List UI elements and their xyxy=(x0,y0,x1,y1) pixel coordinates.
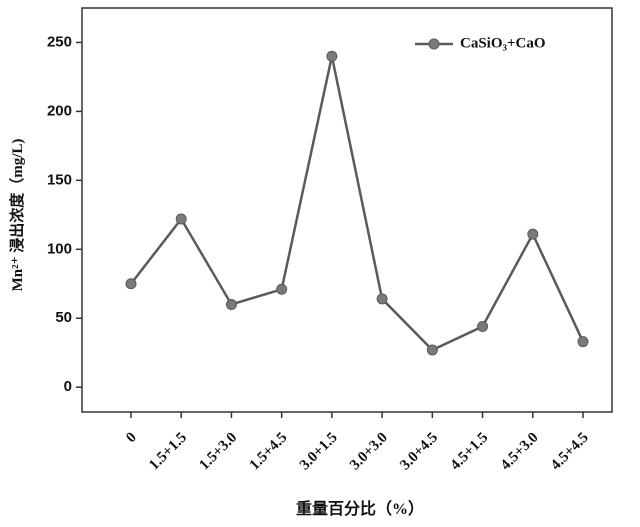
marker xyxy=(225,298,237,310)
y-tick-label: 50 xyxy=(55,309,72,326)
y-axis-label: Mn²⁺ 浸出浓度（mg/L) xyxy=(8,139,26,292)
x-tick-label: 1.5+1.5 xyxy=(146,430,190,474)
marker xyxy=(175,213,187,225)
x-tick-label: 1.5+4.5 xyxy=(247,430,291,474)
y-tick-label: 200 xyxy=(47,102,72,119)
line xyxy=(130,55,585,352)
marker xyxy=(125,278,137,290)
x-tick-label: 1.5+3.0 xyxy=(196,430,240,474)
marker xyxy=(376,293,388,305)
x-axis-label: 重量百分比（%） xyxy=(296,499,424,518)
marker xyxy=(577,336,589,348)
x-tick-label: 4.5+3.0 xyxy=(498,430,542,474)
y-tick-label: 150 xyxy=(47,171,72,188)
x-tick-label: 3.0+3.0 xyxy=(347,430,391,474)
marker xyxy=(276,283,288,295)
x-tick-label: 3.0+1.5 xyxy=(297,430,341,474)
y-tick-label: 0 xyxy=(64,378,72,395)
x-tick-label: 4.5+1.5 xyxy=(447,430,491,474)
y-tick-label: 100 xyxy=(47,240,72,257)
x-tick-label: 4.5+4.5 xyxy=(548,430,592,474)
plot-frame xyxy=(81,7,613,413)
x-tick-label: 0 xyxy=(123,430,140,447)
x-tick-label: 3.0+4.5 xyxy=(397,430,441,474)
marker xyxy=(426,344,438,356)
marker xyxy=(527,228,539,240)
marker xyxy=(477,321,489,333)
y-tick-label: 250 xyxy=(47,33,72,50)
legend-label: CaSiO₃+CaO xyxy=(460,35,546,51)
marker xyxy=(326,50,338,62)
legend-marker xyxy=(428,38,440,50)
